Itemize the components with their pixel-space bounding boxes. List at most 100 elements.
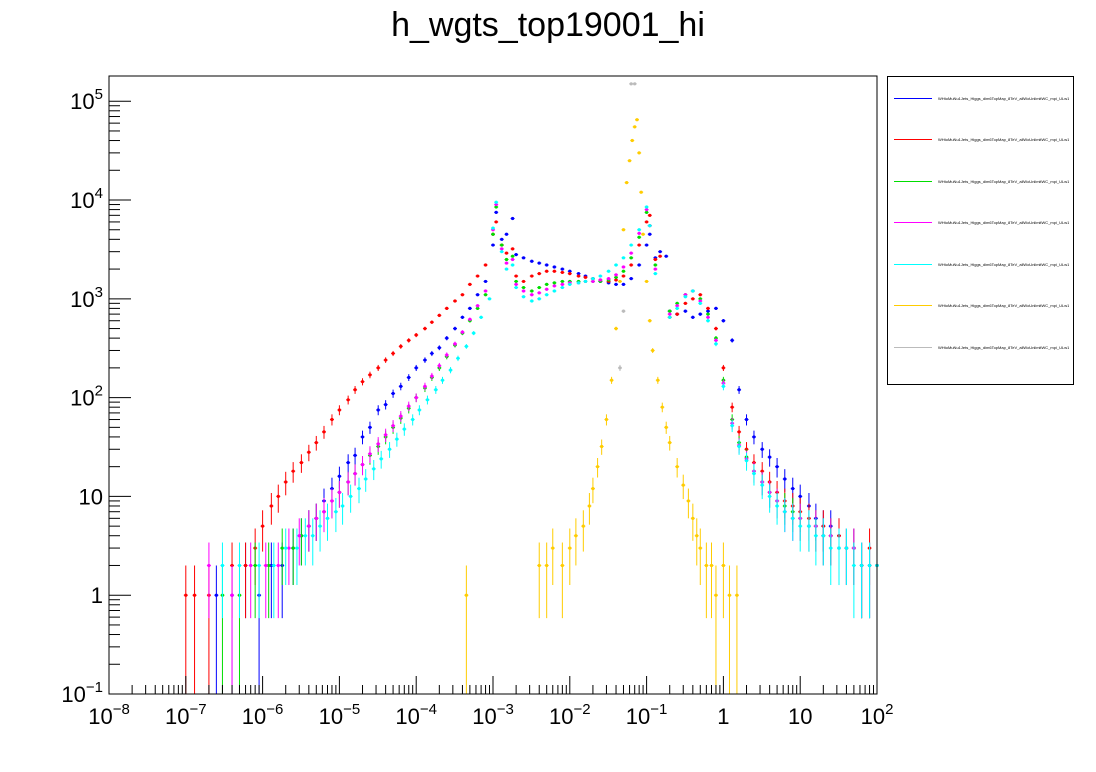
data-point (475, 306, 480, 310)
data-point (504, 251, 509, 255)
data-point (363, 469, 368, 492)
data-point (371, 460, 376, 481)
data-point (306, 444, 311, 462)
data-point (253, 542, 258, 619)
data-point (683, 295, 688, 299)
data-point (760, 442, 765, 458)
data-point (653, 271, 658, 276)
data-point (567, 528, 572, 586)
data-point (367, 446, 372, 463)
data-point (360, 456, 365, 476)
data-point (303, 518, 308, 566)
data-point (675, 306, 680, 310)
data-point (248, 542, 253, 619)
data-point (744, 452, 749, 471)
data-point (730, 338, 735, 343)
data-point (621, 269, 626, 273)
data-point (422, 357, 427, 363)
data-point (286, 528, 291, 586)
data-point (483, 293, 488, 297)
y-tick-label: 105 (70, 86, 103, 114)
data-point (737, 386, 742, 394)
data-point (624, 181, 629, 185)
data-point (514, 279, 519, 284)
legend-label: WHtoMuNu1Jets_Higgs_dim6TopMap_8TeV_allW… (938, 178, 1069, 184)
data-point (291, 528, 296, 586)
data-point (220, 542, 225, 619)
data-point (782, 497, 787, 533)
data-point (510, 257, 515, 262)
data-point (637, 151, 642, 155)
data-point (667, 309, 672, 313)
data-point (297, 518, 302, 566)
legend-line-swatch (894, 139, 932, 141)
data-point (521, 256, 526, 260)
legend-entry: WHtoMuNu1Jets_Higgs_dim6TopMap_8TeV_allW… (894, 344, 1069, 352)
data-point (494, 220, 499, 224)
data-point (704, 542, 709, 619)
data-point (621, 309, 626, 313)
data-point (644, 220, 649, 224)
data-point (775, 458, 780, 478)
data-point (713, 565, 718, 694)
data-point (346, 471, 351, 496)
x-tick-label: 10−4 (395, 701, 437, 729)
legend-entry: WHtoMuNu1Jets_Higgs_dim6TopMap_8TeV_allW… (894, 95, 1069, 103)
data-point (744, 414, 749, 426)
data-point (614, 278, 619, 282)
legend-line-swatch (894, 263, 932, 265)
legend-line-swatch (894, 222, 932, 224)
data-point (595, 458, 600, 478)
data-point (683, 301, 688, 305)
data-point (806, 510, 811, 552)
data-point (552, 269, 557, 273)
data-point (243, 542, 248, 619)
data-point (444, 306, 449, 310)
data-point (686, 488, 691, 519)
data-point (632, 125, 637, 129)
data-point (760, 474, 765, 500)
data-point (576, 274, 581, 278)
series-3 (206, 202, 879, 694)
data-point (621, 282, 626, 286)
data-point (460, 330, 465, 335)
data-point (821, 518, 826, 566)
data-point (340, 492, 345, 525)
data-point (406, 338, 411, 343)
data-point (379, 450, 384, 469)
data-point (621, 265, 626, 269)
data-point (647, 213, 652, 217)
data-point (299, 454, 304, 473)
data-point (576, 271, 581, 276)
data-point (690, 297, 695, 301)
data-point (664, 254, 669, 258)
data-point (690, 289, 695, 293)
data-point (751, 464, 756, 486)
data-point (544, 263, 549, 267)
data-point (721, 382, 726, 391)
data-point (452, 341, 457, 347)
data-point (183, 565, 188, 694)
data-point (667, 312, 672, 316)
data-point (637, 235, 642, 239)
data-point (479, 315, 484, 320)
data-point (598, 274, 603, 278)
data-point (475, 304, 480, 308)
data-point (475, 293, 480, 297)
data-point (583, 275, 588, 279)
data-point (346, 454, 351, 473)
data-point (683, 309, 688, 313)
data-point (537, 285, 542, 290)
y-tick-label: 104 (70, 185, 103, 213)
data-point (283, 528, 288, 586)
data-point (609, 376, 614, 384)
data-point (529, 259, 534, 263)
data-point (269, 492, 274, 525)
data-point (658, 250, 663, 254)
data-point (514, 282, 519, 286)
data-point (737, 439, 742, 455)
data-point (599, 439, 604, 455)
data-point (698, 528, 703, 586)
data-point (260, 510, 265, 552)
data-point (325, 503, 330, 541)
